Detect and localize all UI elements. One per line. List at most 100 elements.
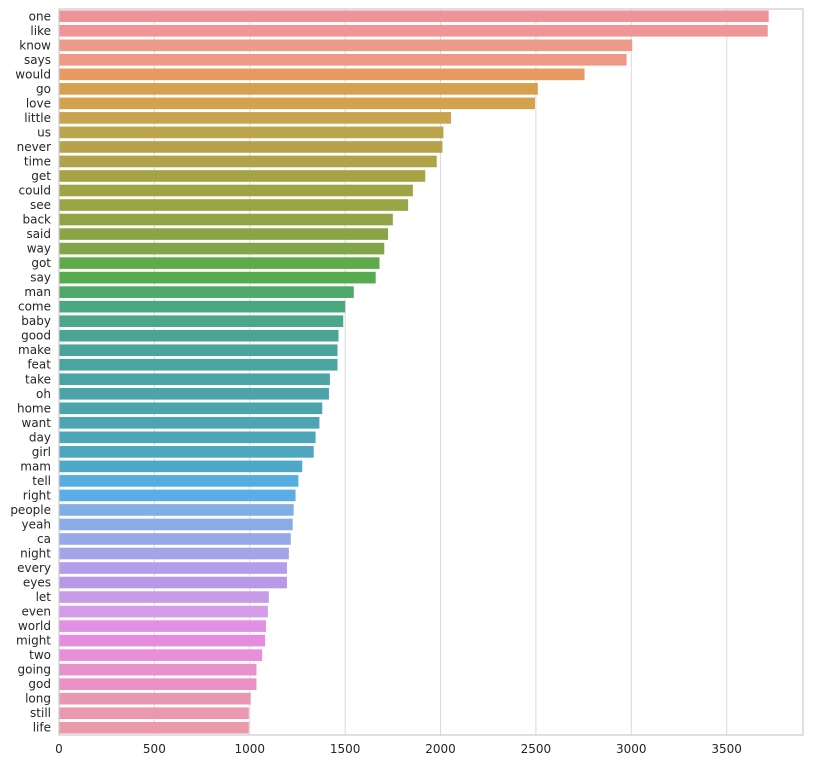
x-tick-label: 500 [143,742,166,756]
bar-got [59,257,380,269]
bar-one [59,10,769,23]
bar-said [59,228,389,240]
category-label: see [30,198,51,212]
bar-know [59,39,633,52]
bar-ca [59,533,291,545]
x-tick-label: 2500 [521,742,552,756]
plot-frame [58,8,804,736]
category-label: god [28,677,51,691]
bar-even [59,605,268,618]
category-label: let [36,590,52,604]
category-label: man [24,285,51,299]
category-label: us [37,125,51,139]
category-label: make [18,343,51,357]
x-tick-label: 2000 [425,742,456,756]
category-label: tell [32,474,51,488]
category-label: would [15,67,51,81]
bar-way [59,242,385,255]
bar-let [59,591,269,603]
x-tick-label: 1500 [330,742,361,756]
bar-man [59,286,354,298]
category-label: right [23,488,51,502]
x-tick-label: 0 [55,742,63,756]
category-label: still [30,706,51,720]
bar-people [59,504,294,516]
bar-good [59,329,339,342]
bar-right [59,489,296,502]
category-label: long [25,692,51,706]
bar-take [59,373,330,386]
category-label: every [17,561,51,575]
category-label: go [36,82,51,96]
bar-yeah [59,518,293,531]
x-tick-label: 1000 [234,742,265,756]
bar-day [59,431,316,444]
category-label: know [19,38,51,52]
category-label: like [30,24,51,38]
category-label: time [24,154,51,168]
category-label: want [22,416,52,430]
bar-love [59,97,535,110]
category-label: back [22,213,51,227]
category-label: even [22,605,51,619]
bar-every [59,562,287,574]
category-label: got [31,256,51,270]
category-label: home [17,401,51,415]
category-label: people [10,503,51,517]
category-label: mam [20,459,51,473]
category-label: say [30,271,51,285]
category-label: one [29,9,51,23]
category-label: day [29,430,51,444]
bars [59,10,769,734]
bar-say [59,271,376,284]
category-label: world [18,619,51,633]
bar-girl [59,446,314,458]
category-label: come [18,300,51,314]
category-label: going [17,663,51,677]
bar-get [59,170,426,182]
bar-world [59,620,266,632]
category-label: eyes [23,576,51,590]
category-label: oh [36,387,51,401]
bar-oh [59,387,329,400]
category-label: take [25,372,51,386]
bar-want [59,417,320,429]
category-label: ca [37,532,51,546]
x-tick-labels: 0 500 1000 1500 2000 2500 3000 3500 [55,742,742,756]
category-label: love [26,96,51,110]
bar-come [59,300,346,313]
category-label: little [24,111,51,125]
category-label: two [29,648,51,662]
bar-eyes [59,576,287,589]
bar-might [59,634,266,647]
category-label: get [31,169,51,183]
bar-little [59,112,452,124]
x-tick-label: 3000 [616,742,647,756]
x-tick-label: 3500 [711,742,742,756]
category-label: never [17,140,51,154]
bar-still [59,707,249,720]
category-label: baby [21,314,51,328]
bar-feat [59,358,338,371]
bar-back [59,213,393,226]
bar-night [59,547,289,560]
bar-life [59,721,249,734]
category-label: might [16,634,51,648]
bar-make [59,344,338,357]
bar-home [59,402,323,415]
bar-us [59,126,444,139]
category-label: good [21,329,51,343]
bar-tell [59,475,299,487]
bar-never [59,141,443,153]
bar-mam [59,460,303,473]
category-label: said [26,227,51,241]
category-label: night [20,547,51,561]
bar-long [59,692,251,705]
bar-go [59,83,538,95]
category-label: could [19,184,52,198]
category-label: girl [32,445,51,459]
bar-like [59,24,768,37]
category-label: way [27,242,51,256]
category-labels: onelikeknowsayswouldgolovelittleusnevert… [10,9,51,734]
